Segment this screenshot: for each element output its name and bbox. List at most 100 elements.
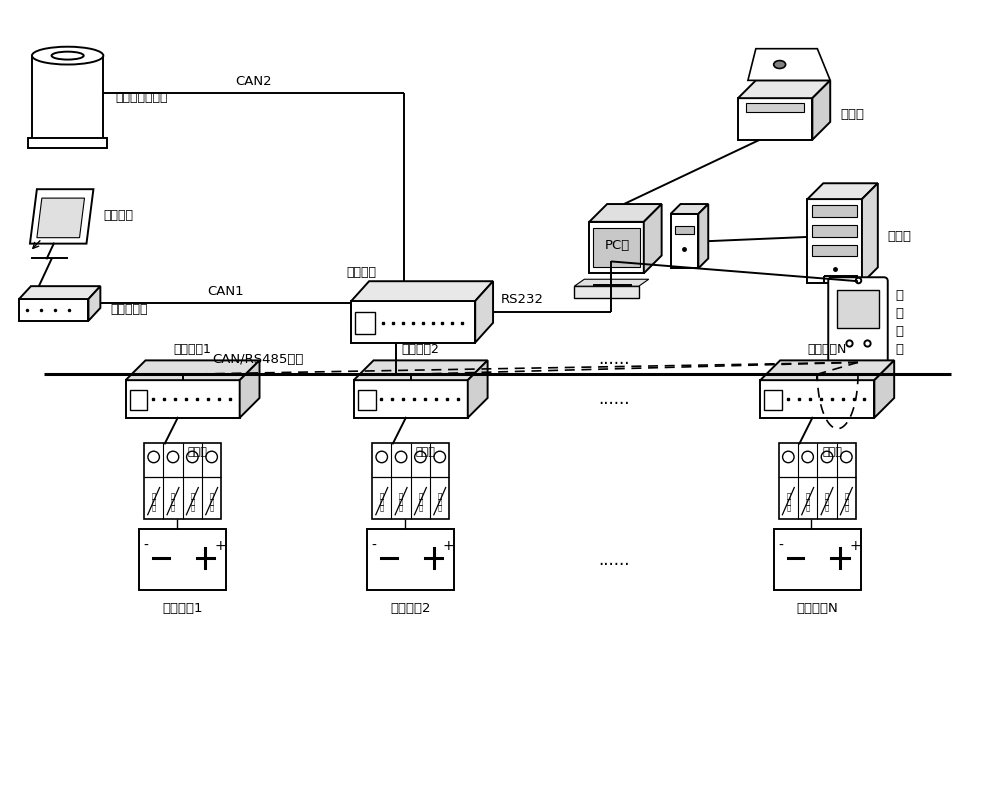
Bar <box>746 103 804 112</box>
Text: 端子排: 端子排 <box>822 447 842 458</box>
Circle shape <box>395 451 407 463</box>
Bar <box>671 214 698 268</box>
Polygon shape <box>126 360 260 380</box>
Bar <box>19 299 88 321</box>
Circle shape <box>841 451 852 463</box>
Bar <box>774 528 861 590</box>
Bar <box>812 245 857 257</box>
Polygon shape <box>698 204 708 268</box>
Polygon shape <box>37 198 84 238</box>
Text: 打印机: 打印机 <box>840 109 864 121</box>
Polygon shape <box>589 204 662 222</box>
Text: 电
压
线: 电 压 线 <box>152 493 156 512</box>
Circle shape <box>376 451 387 463</box>
Polygon shape <box>351 281 493 301</box>
Text: 端子排: 端子排 <box>188 447 208 458</box>
Text: -: - <box>372 539 376 553</box>
Circle shape <box>187 451 198 463</box>
Bar <box>28 138 107 147</box>
Circle shape <box>148 451 159 463</box>
Text: 风
机
线: 风 机 线 <box>438 493 442 512</box>
Text: 单体电池2: 单体电池2 <box>391 602 431 615</box>
Bar <box>779 444 856 519</box>
Text: 风
机
线: 风 机 线 <box>210 493 214 512</box>
Bar <box>574 286 639 298</box>
Text: 持: 持 <box>896 307 904 320</box>
Text: 监控界面: 监控界面 <box>103 209 133 223</box>
Text: 温
度
线: 温 度 线 <box>190 493 194 512</box>
Ellipse shape <box>52 51 84 59</box>
Text: 手: 手 <box>896 289 904 303</box>
Polygon shape <box>807 183 878 199</box>
Circle shape <box>783 451 794 463</box>
Text: CAN2: CAN2 <box>235 74 272 88</box>
Bar <box>351 301 475 343</box>
Text: 风
机
线: 风 机 线 <box>844 493 848 512</box>
Text: 电
压
线: 电 压 线 <box>380 493 384 512</box>
Polygon shape <box>738 80 830 98</box>
Text: 电
压
线: 电 压 线 <box>786 493 790 512</box>
Ellipse shape <box>32 47 103 64</box>
Text: +: + <box>443 539 454 553</box>
Circle shape <box>206 451 217 463</box>
Bar <box>358 390 376 409</box>
Text: 检测模块1: 检测模块1 <box>174 344 212 356</box>
Text: +: + <box>849 539 861 553</box>
Text: 检测模块2: 检测模块2 <box>402 344 440 356</box>
Bar <box>837 290 879 328</box>
Bar <box>144 444 221 519</box>
Bar <box>812 205 857 217</box>
Circle shape <box>434 451 446 463</box>
Circle shape <box>821 451 833 463</box>
Polygon shape <box>240 360 260 417</box>
Text: 备: 备 <box>896 343 904 356</box>
Text: 设: 设 <box>896 325 904 338</box>
Text: PC机: PC机 <box>604 239 630 252</box>
Text: RS232: RS232 <box>501 293 544 306</box>
Bar <box>32 55 103 139</box>
Polygon shape <box>475 281 493 343</box>
Text: 检测模块N: 检测模块N <box>808 344 847 356</box>
Text: 系统控制器: 系统控制器 <box>110 303 148 317</box>
Ellipse shape <box>774 60 786 68</box>
Text: 温
度
线: 温 度 线 <box>418 493 423 512</box>
Bar <box>675 226 694 234</box>
Text: CAN/RS485总线: CAN/RS485总线 <box>212 353 304 367</box>
Polygon shape <box>644 204 662 273</box>
Bar <box>593 228 640 268</box>
Bar <box>372 444 449 519</box>
Text: 电
流
线: 电 流 线 <box>399 493 403 512</box>
Bar <box>354 380 468 417</box>
Bar <box>367 528 454 590</box>
Polygon shape <box>874 360 894 417</box>
Polygon shape <box>760 360 894 380</box>
Bar <box>807 199 862 284</box>
Text: 单体电池充电机: 单体电池充电机 <box>115 91 168 105</box>
Text: -: - <box>144 539 148 553</box>
Text: -: - <box>778 539 783 553</box>
Polygon shape <box>88 286 100 321</box>
Bar <box>589 222 644 273</box>
Text: 单体电池1: 单体电池1 <box>162 602 203 615</box>
Polygon shape <box>862 183 878 284</box>
Bar <box>130 390 147 409</box>
Text: ......: ...... <box>598 551 630 569</box>
Text: 电
流
线: 电 流 线 <box>171 493 175 512</box>
Polygon shape <box>574 280 649 286</box>
Polygon shape <box>30 189 93 244</box>
Text: 温
度
线: 温 度 线 <box>825 493 829 512</box>
Text: CAN1: CAN1 <box>207 284 244 298</box>
Text: 主控模块: 主控模块 <box>346 266 376 280</box>
Circle shape <box>802 451 813 463</box>
Polygon shape <box>671 204 708 214</box>
Bar <box>760 380 874 417</box>
Text: 电
流
线: 电 流 线 <box>806 493 810 512</box>
Text: ......: ...... <box>598 350 630 368</box>
Polygon shape <box>748 48 830 80</box>
Text: 端子排: 端子排 <box>416 447 436 458</box>
Bar <box>764 390 782 409</box>
Bar <box>355 312 375 333</box>
Text: +: + <box>215 539 226 553</box>
Polygon shape <box>812 80 830 139</box>
Polygon shape <box>19 286 100 299</box>
